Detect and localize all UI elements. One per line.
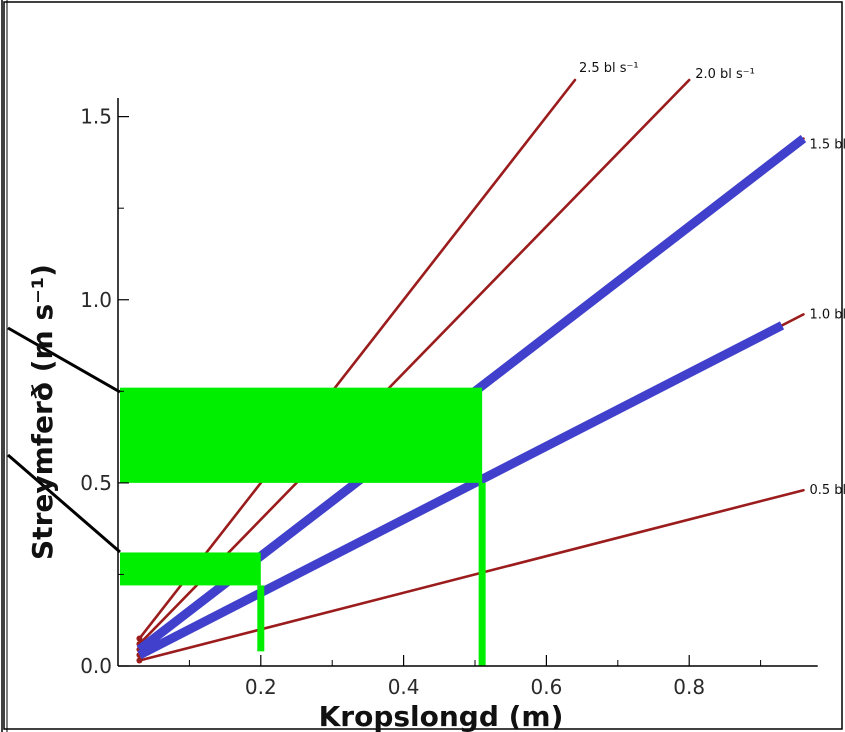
y-tick-label: 1.0 <box>80 288 112 312</box>
series-line <box>138 78 691 646</box>
callout-connector-line <box>7 326 121 394</box>
highlight-box <box>120 552 261 586</box>
x-tick-label: 0.2 <box>245 675 277 699</box>
y-tick-label: 0.0 <box>80 654 112 678</box>
y-tick-label: 1.5 <box>80 105 112 129</box>
plot-area: 2.5 bl s⁻¹ 2.0 bl s⁻¹ 1.5 bl s⁻¹ 1.0 bl s⁻¹… <box>7 61 845 666</box>
series-line <box>138 488 805 662</box>
series-line-label: 0.5 bl s⁻¹ <box>809 483 845 498</box>
figure-frame <box>3 1 843 730</box>
series-line-label: 1.0 bl s⁻¹ <box>809 307 845 322</box>
highlighted-series-line <box>137 321 785 660</box>
axis-ticks: 0.0 0.5 1.0 1.5 0.2 0.4 0.6 0.8 <box>80 98 818 699</box>
y-tick-label: 0.5 <box>80 471 112 495</box>
x-tick-label: 0.8 <box>673 675 705 699</box>
highlight-vertical-marker <box>478 482 486 666</box>
highlight-box <box>120 387 483 483</box>
series-line-label: 2.0 bl s⁻¹ <box>695 67 755 82</box>
series-line <box>138 78 577 640</box>
highlight-vertical-marker <box>257 585 265 652</box>
series-start-point <box>136 657 143 664</box>
x-tick-label: 0.6 <box>530 675 562 699</box>
series-start-point <box>136 635 143 642</box>
series-line-label: 1.5 bl s⁻¹ <box>809 138 845 153</box>
x-axis-title: Kropslongd (m) <box>319 700 564 732</box>
series-line-label: 2.5 bl s⁻¹ <box>579 61 639 76</box>
y-axis-title: Streymferð (m s⁻¹) <box>26 264 59 560</box>
x-tick-label: 0.4 <box>388 675 420 699</box>
callout-connector-line <box>7 453 121 554</box>
